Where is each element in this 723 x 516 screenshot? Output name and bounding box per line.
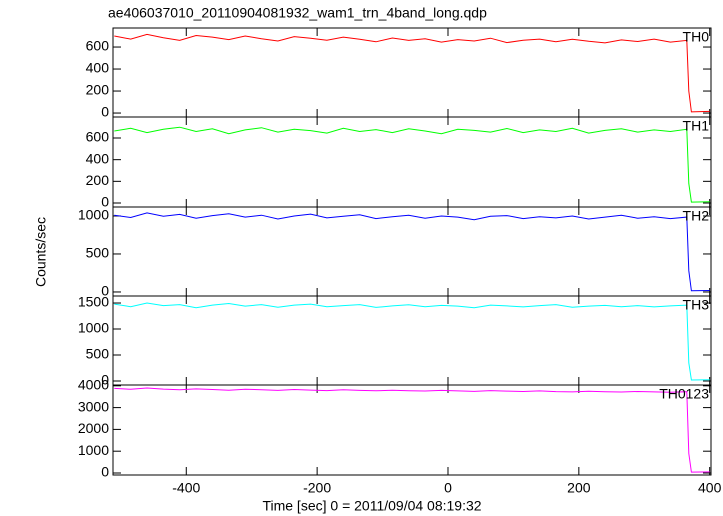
panel-frame: [112, 295, 712, 386]
panel-frame: [112, 206, 712, 297]
series-label: TH1: [683, 118, 710, 134]
x-tick-label: -200: [303, 480, 331, 496]
x-tick-label: 0: [444, 480, 452, 496]
panel-frame: [112, 384, 712, 476]
y-tick-label: 0: [101, 104, 109, 120]
y-tick-label: 600: [86, 129, 110, 145]
series-label: TH0123: [659, 386, 709, 402]
series-label: TH2: [683, 208, 710, 224]
y-tick-label: 4000: [78, 377, 109, 393]
y-tick-label: 600: [86, 38, 110, 54]
x-tick-label: -400: [172, 480, 200, 496]
series-line: [114, 302, 710, 381]
y-axis-label: Counts/sec: [33, 217, 49, 287]
series-line: [114, 387, 710, 473]
y-tick-label: 3000: [78, 398, 109, 414]
y-tick-label: 1000: [78, 207, 109, 223]
series-label: TH0: [683, 29, 710, 45]
series-line: [114, 126, 710, 203]
y-tick-label: 2000: [78, 420, 109, 436]
panel-frame: [112, 27, 712, 118]
y-tick-label: 0: [101, 283, 109, 299]
y-tick-label: 500: [86, 245, 110, 261]
y-tick-label: 200: [86, 172, 110, 188]
y-tick-label: 1500: [78, 294, 109, 310]
y-tick-label: 0: [101, 464, 109, 480]
y-tick-label: 400: [86, 60, 110, 76]
y-tick-label: 0: [101, 372, 109, 388]
series-line: [114, 212, 710, 292]
y-tick-label: 500: [86, 346, 110, 362]
chart-title: ae406037010_20110904081932_wam1_trn_4ban…: [108, 5, 487, 21]
y-tick-label: 1000: [78, 320, 109, 336]
y-tick-label: 0: [101, 194, 109, 210]
x-tick-label: 400: [698, 480, 722, 496]
y-tick-label: 400: [86, 150, 110, 166]
y-tick-label: 200: [86, 82, 110, 98]
series-label: TH3: [683, 297, 710, 313]
series-line: [114, 33, 710, 113]
y-tick-label: 1000: [78, 442, 109, 458]
x-axis-label: Time [sec] 0 = 2011/09/04 08:19:32: [262, 498, 481, 514]
x-tick-label: 200: [567, 480, 591, 496]
